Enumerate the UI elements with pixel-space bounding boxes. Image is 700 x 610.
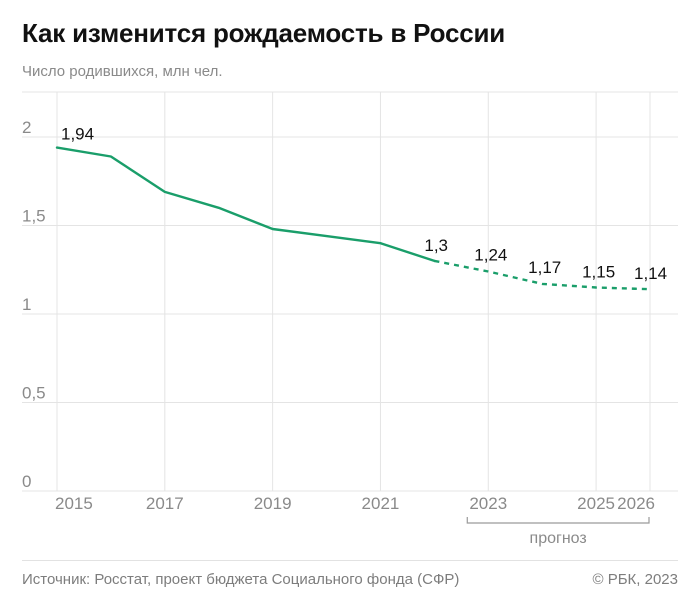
data-label: 1,14 xyxy=(634,264,667,283)
y-tick-label: 0,5 xyxy=(22,384,46,403)
chart-subtitle: Число родившихся, млн чел. xyxy=(22,63,223,80)
x-tick-label: 2019 xyxy=(254,494,292,513)
data-label: 1,24 xyxy=(474,246,507,265)
x-tick-label: 2023 xyxy=(469,494,507,513)
y-tick-label: 0 xyxy=(22,472,31,491)
x-tick-label: 2025 xyxy=(577,494,615,513)
x-tick-label: 2015 xyxy=(55,494,93,513)
data-label: 1,3 xyxy=(424,236,448,255)
series-lines xyxy=(55,146,651,291)
axis-ticks: 0 0,5 1 1,5 2 2015 2017 2019 2021 2023 2025 2026 xyxy=(22,118,655,513)
forecast-label: прогноз xyxy=(530,530,587,547)
forecast-annotation: прогноз xyxy=(466,517,650,547)
line-chart: 1,94 1,3 1,24 1,17 1,15 1,14 0 0,5 1 1,5 2 2015 201… xyxy=(22,91,678,547)
forecast-bracket xyxy=(466,517,650,524)
data-label: 1,94 xyxy=(61,125,94,144)
forecast-line xyxy=(434,259,651,291)
y-tick-label: 2 xyxy=(22,118,31,137)
chart-title: Как изменится рождаемость в России xyxy=(22,18,506,48)
copyright: © РБК, 2023 xyxy=(592,571,678,588)
x-tick-label: 2021 xyxy=(362,494,400,513)
x-tick-label: 2026 xyxy=(617,494,655,513)
footer-divider xyxy=(22,560,678,561)
grid xyxy=(22,91,678,492)
x-tick-label: 2017 xyxy=(146,494,184,513)
data-label: 1,17 xyxy=(528,258,561,277)
y-tick-label: 1,5 xyxy=(22,207,46,226)
data-labels: 1,94 1,3 1,24 1,17 1,15 1,14 xyxy=(61,125,667,284)
y-tick-label: 1 xyxy=(22,295,31,314)
actual-line xyxy=(55,146,436,263)
data-label: 1,15 xyxy=(582,262,615,281)
source-note: Источник: Росстат, проект бюджета Социал… xyxy=(22,571,460,588)
